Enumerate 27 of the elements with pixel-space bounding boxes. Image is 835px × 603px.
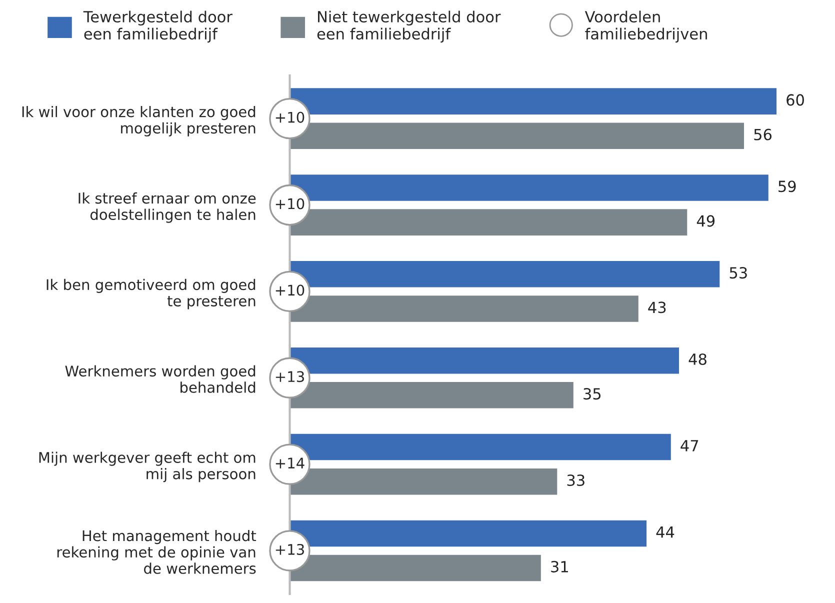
annotation: +10 [276, 198, 304, 210]
annotation: +10 [276, 112, 304, 123]
legend-label: Niet tewerkgesteld door een familiebedrijf [317, 10, 501, 43]
data-label: 49 [696, 215, 715, 227]
data-label: 59 [778, 180, 796, 192]
data-label: 43 [648, 302, 666, 314]
y-tick-label: Ik streef ernaar om onze doelstellingen te halen [78, 192, 256, 223]
data-label: 35 [584, 388, 601, 400]
data-label: 56 [754, 128, 772, 140]
annotation: +10 [276, 284, 304, 296]
y-tick-label: Werknemers worden goed behandeld [65, 365, 256, 393]
annotation: +13 [276, 371, 304, 382]
legend-label: Tewerkgesteld door een familiebedrijf [83, 10, 232, 43]
y-tick-label: Het management houdt rekening met de opinie van de werknemers [57, 530, 256, 574]
data-label: 60 [786, 94, 804, 106]
data-label: 53 [730, 267, 747, 279]
data-label: 33 [567, 474, 584, 486]
data-label: 31 [551, 560, 568, 572]
data-label: 48 [688, 353, 706, 366]
data-label: 44 [656, 526, 674, 538]
data-label: 47 [680, 440, 698, 452]
annotation: +14 [276, 458, 304, 468]
text: Voordelen familiebedrijven [584, 10, 707, 43]
annotation: +13 [276, 544, 304, 555]
y-tick-label: Ik ben gemotiveerd om goed te presteren [46, 278, 256, 310]
y-tick-label: Mijn werkgever geeft echt om mij als persoon [39, 452, 256, 482]
y-tick-label: Ik wil voor onze klanten zo goed mogelijk presteren [22, 106, 256, 136]
